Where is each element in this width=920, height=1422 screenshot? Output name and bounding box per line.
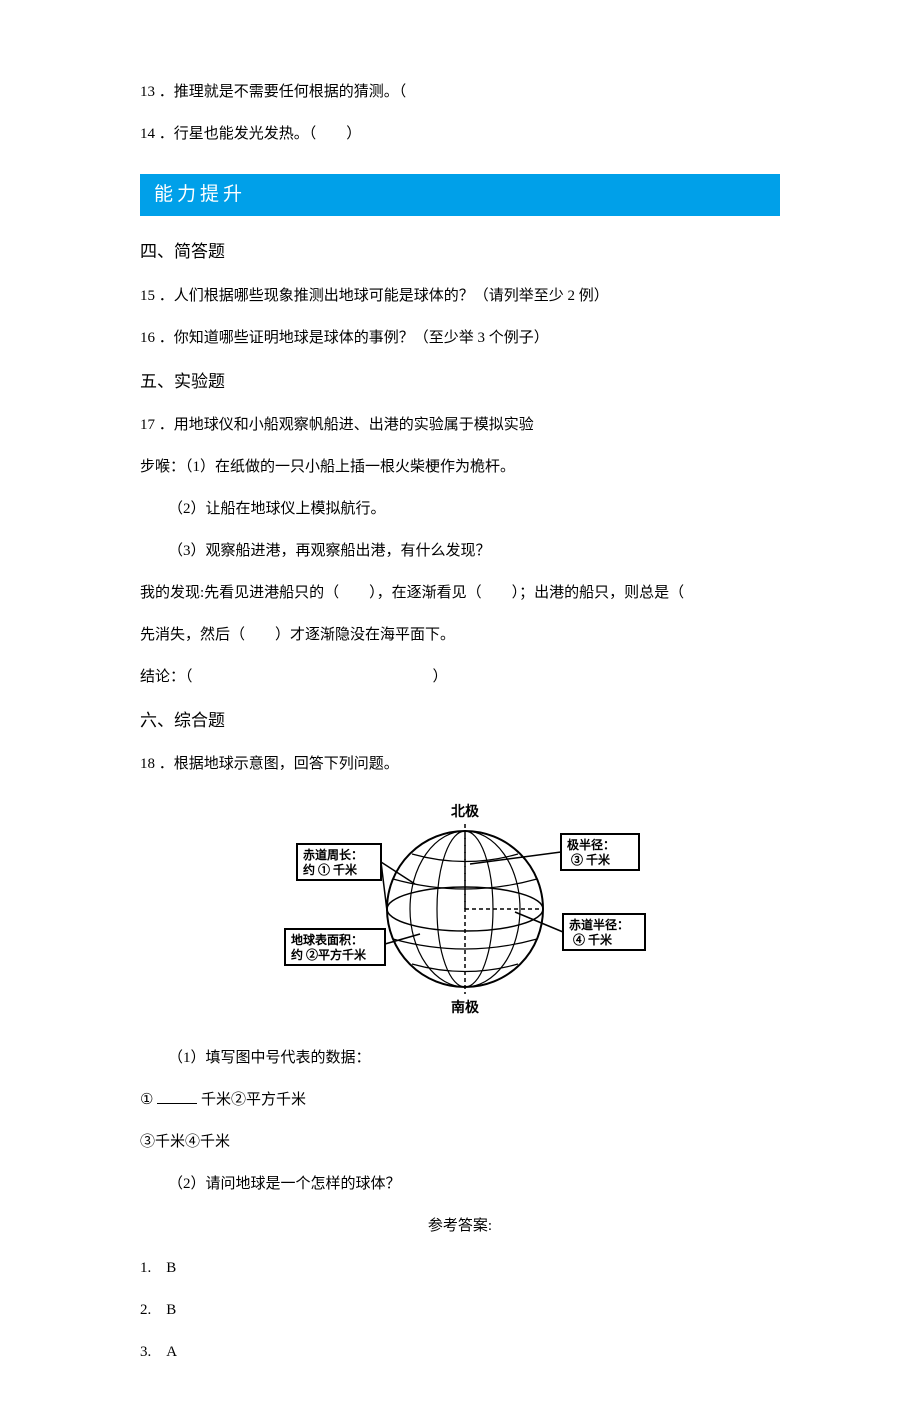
sub1b-prefix: ①	[140, 1092, 153, 1108]
question-17: 17 ．用地球仪和小船观察帆船进、出港的实验属于模拟实验	[140, 413, 780, 437]
answers-title: 参考答案:	[140, 1214, 780, 1238]
conclusion-line: 结论：（ ）	[140, 665, 780, 689]
step-1: 步喉：（1）在纸做的一只小船上插一根火柴梗作为桅杆。	[140, 455, 780, 479]
sub-question-2: （2）请问地球是一个怎样的球体？	[140, 1172, 780, 1196]
answer-3: 3. A	[140, 1340, 780, 1364]
polar-r-value: ③ 千米	[571, 852, 611, 867]
area-title: 地球表面积：	[291, 932, 363, 947]
blank-fill[interactable]	[157, 1089, 197, 1104]
answer-2: 2. B	[140, 1298, 780, 1322]
section-4-heading: 四、简答题	[140, 238, 780, 265]
question-13: 13 ．推理就是不需要任何根据的猜测。（	[140, 80, 780, 104]
polar-r-title: 极半径：	[567, 837, 615, 852]
finding-line-2: 先消失，然后（ ）才逐渐隐没在海平面下。	[140, 623, 780, 647]
section-banner: 能力提升	[140, 174, 780, 216]
question-18: 18 ．根据地球示意图，回答下列问题。	[140, 752, 780, 776]
sub1b-suffix: 千米②平方千米	[201, 1092, 306, 1108]
question-16: 16 ．你知道哪些证明地球是球体的事例？（至少举 3 个例子）	[140, 326, 780, 350]
sub-question-1b: ① 千米②平方千米	[140, 1088, 780, 1112]
eq-len-value: 约 ① 千米	[303, 862, 358, 877]
question-15: 15 ．人们根据哪些现象推测出地球可能是球体的？（请列举至少 2 例）	[140, 284, 780, 308]
step-3: （3）观察船进港，再观察船出港，有什么发现？	[140, 539, 780, 563]
section-5-heading: 五、实验题	[140, 368, 780, 395]
question-14: 14 ．行星也能发光发热。（ ）	[140, 122, 780, 146]
eq-len-title: 赤道周长：	[303, 847, 363, 862]
sub-question-1c: ③千米④千米	[140, 1130, 780, 1154]
eq-r-value: ④ 千米	[573, 932, 613, 947]
area-value: 约 ②平方千米	[291, 947, 367, 962]
section-6-heading: 六、综合题	[140, 707, 780, 734]
answer-1: 1. B	[140, 1256, 780, 1280]
step-2: （2）让船在地球仪上模拟航行。	[140, 497, 780, 521]
finding-line-1: 我的发现:先看见进港船只的（ ），在逐渐看见（ ）；出港的船只，则总是（	[140, 581, 780, 605]
north-pole-label: 北极	[451, 803, 480, 820]
earth-svg: 北极 南极 赤道周长： 约 ① 千米 地球表面积： 约 ②平方千米 极半径： ③…	[265, 794, 655, 1024]
south-pole-label: 南极	[451, 999, 480, 1016]
eq-r-title: 赤道半径：	[569, 917, 629, 932]
earth-diagram: 北极 南极 赤道周长： 约 ① 千米 地球表面积： 约 ②平方千米 极半径： ③…	[140, 794, 780, 1024]
sub-question-1: （1）填写图中号代表的数据：	[140, 1046, 780, 1070]
